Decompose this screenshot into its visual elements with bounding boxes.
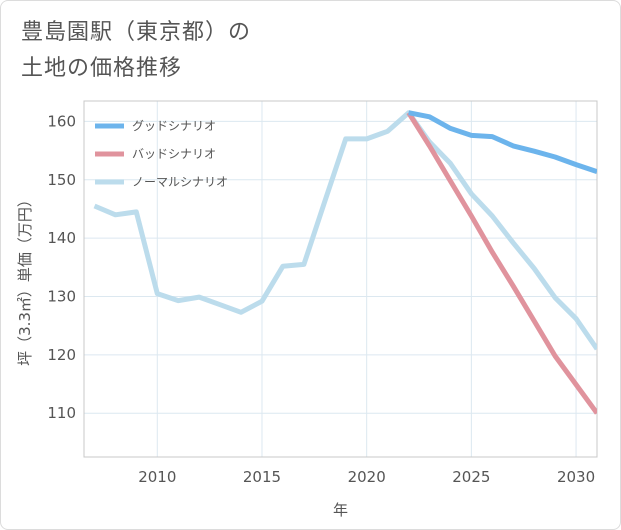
- y-tick-label: 150: [47, 171, 76, 189]
- y-axis-title: 坪（3.3㎡）単価（万円）: [16, 192, 34, 366]
- y-tick-label: 140: [47, 229, 76, 247]
- series-lines: [93, 110, 597, 415]
- x-tick-label: 2020: [348, 468, 386, 486]
- x-axis-ticks: 2010 2015 2020 2025 2030: [138, 468, 595, 486]
- plot-area: [83, 100, 598, 458]
- y-axis-ticks: 110 120 130 140 150 160: [47, 112, 76, 422]
- x-tick-label: 2010: [138, 468, 176, 486]
- series-line-0: [408, 110, 597, 174]
- y-tick-label: 110: [47, 404, 76, 422]
- series-line-1: [406, 111, 597, 415]
- y-tick-label: 130: [47, 288, 76, 306]
- x-tick-label: 2015: [243, 468, 281, 486]
- chart-title: 豊島園駅（東京都）の 土地の価格推移: [21, 20, 252, 81]
- series-line-2: [93, 110, 597, 351]
- legend-label: グッドシナリオ: [132, 119, 216, 133]
- legend-label: ノーマルシナリオ: [132, 175, 228, 189]
- x-axis-title: 年: [333, 501, 348, 519]
- legend-label: バッドシナリオ: [132, 147, 216, 161]
- x-tick-label: 2030: [557, 468, 595, 486]
- y-tick-label: 160: [47, 112, 76, 130]
- y-tick-label: 120: [47, 346, 76, 364]
- x-tick-label: 2025: [452, 468, 490, 486]
